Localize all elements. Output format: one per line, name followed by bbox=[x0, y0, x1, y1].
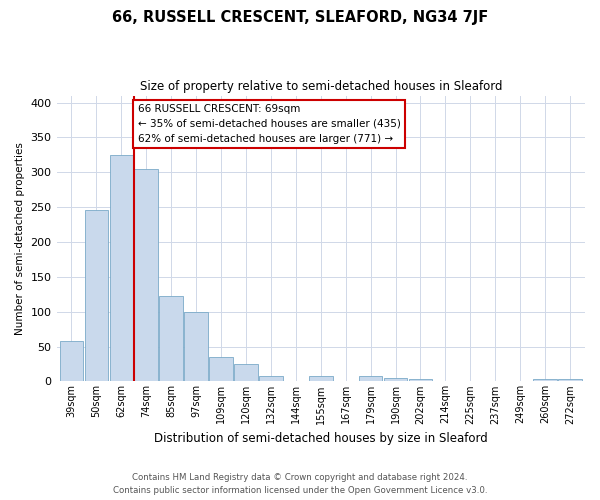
Y-axis label: Number of semi-detached properties: Number of semi-detached properties bbox=[15, 142, 25, 335]
Bar bbox=[85, 210, 108, 382]
Bar bbox=[134, 169, 158, 382]
Bar bbox=[558, 378, 582, 382]
Bar bbox=[359, 376, 382, 382]
Bar bbox=[59, 341, 83, 382]
X-axis label: Distribution of semi-detached houses by size in Sleaford: Distribution of semi-detached houses by … bbox=[154, 432, 488, 445]
Bar bbox=[259, 376, 283, 382]
Text: 66, RUSSELL CRESCENT, SLEAFORD, NG34 7JF: 66, RUSSELL CRESCENT, SLEAFORD, NG34 7JF bbox=[112, 10, 488, 25]
Title: Size of property relative to semi-detached houses in Sleaford: Size of property relative to semi-detach… bbox=[140, 80, 502, 93]
Bar bbox=[160, 296, 183, 382]
Bar bbox=[409, 380, 433, 382]
Text: Contains HM Land Registry data © Crown copyright and database right 2024.
Contai: Contains HM Land Registry data © Crown c… bbox=[113, 474, 487, 495]
Bar bbox=[309, 376, 332, 382]
Text: 66 RUSSELL CRESCENT: 69sqm
← 35% of semi-detached houses are smaller (435)
62% o: 66 RUSSELL CRESCENT: 69sqm ← 35% of semi… bbox=[137, 104, 400, 144]
Bar bbox=[234, 364, 258, 382]
Bar bbox=[384, 378, 407, 382]
Bar bbox=[110, 155, 133, 382]
Bar bbox=[184, 312, 208, 382]
Bar bbox=[533, 380, 557, 382]
Bar bbox=[209, 357, 233, 382]
